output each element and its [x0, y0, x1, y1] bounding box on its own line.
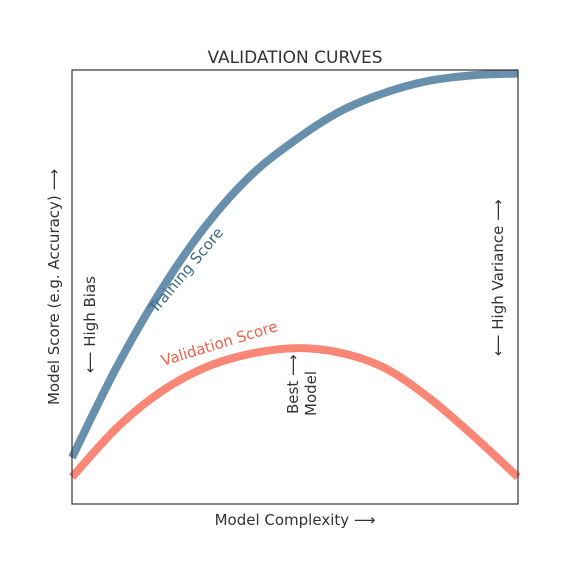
high-bias-label: ⟵ High Bias: [81, 276, 99, 373]
series-curves: [68, 69, 521, 481]
chart-title: VALIDATION CURVES: [207, 48, 382, 68]
x-axis-label: Model Complexity ⟶: [215, 511, 376, 529]
best-model-label-line2: Model: [302, 371, 320, 416]
best-model-label-line1: Best ⟶: [284, 355, 302, 415]
validation-score-line: [69, 344, 521, 481]
y-axis-label: Model Score (e.g. Accuracy) ⟶: [45, 169, 63, 405]
training-score-line: [68, 69, 519, 460]
plot-frame: [71, 69, 519, 505]
high-variance-label: ⟵ High Variance ⟶: [489, 199, 507, 356]
